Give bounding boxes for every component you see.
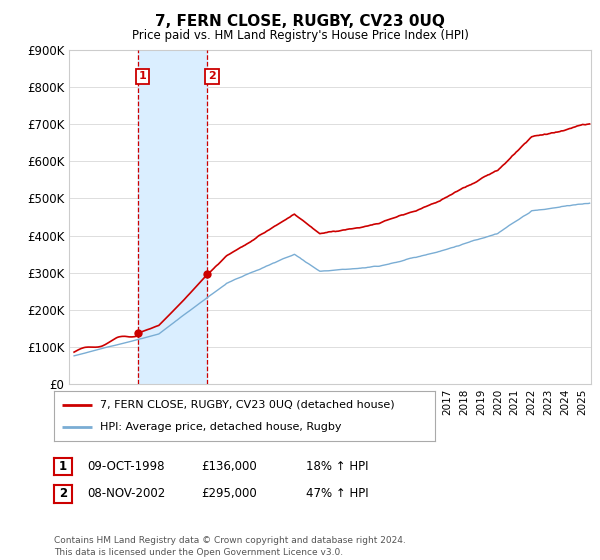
Text: Contains HM Land Registry data © Crown copyright and database right 2024.
This d: Contains HM Land Registry data © Crown c… <box>54 536 406 557</box>
Text: HPI: Average price, detached house, Rugby: HPI: Average price, detached house, Rugb… <box>100 422 341 432</box>
Text: 08-NOV-2002: 08-NOV-2002 <box>87 487 165 501</box>
Text: 18% ↑ HPI: 18% ↑ HPI <box>306 460 368 473</box>
Bar <box>138 50 207 384</box>
Text: 2: 2 <box>59 487 67 501</box>
Text: 1: 1 <box>139 71 146 81</box>
Text: 1: 1 <box>59 460 67 473</box>
Text: Price paid vs. HM Land Registry's House Price Index (HPI): Price paid vs. HM Land Registry's House … <box>131 29 469 42</box>
Text: 2: 2 <box>208 71 216 81</box>
Text: 7, FERN CLOSE, RUGBY, CV23 0UQ: 7, FERN CLOSE, RUGBY, CV23 0UQ <box>155 14 445 29</box>
Text: 09-OCT-1998: 09-OCT-1998 <box>87 460 164 473</box>
Text: £295,000: £295,000 <box>201 487 257 501</box>
Text: 47% ↑ HPI: 47% ↑ HPI <box>306 487 368 501</box>
Text: £136,000: £136,000 <box>201 460 257 473</box>
Text: 7, FERN CLOSE, RUGBY, CV23 0UQ (detached house): 7, FERN CLOSE, RUGBY, CV23 0UQ (detached… <box>100 400 394 410</box>
